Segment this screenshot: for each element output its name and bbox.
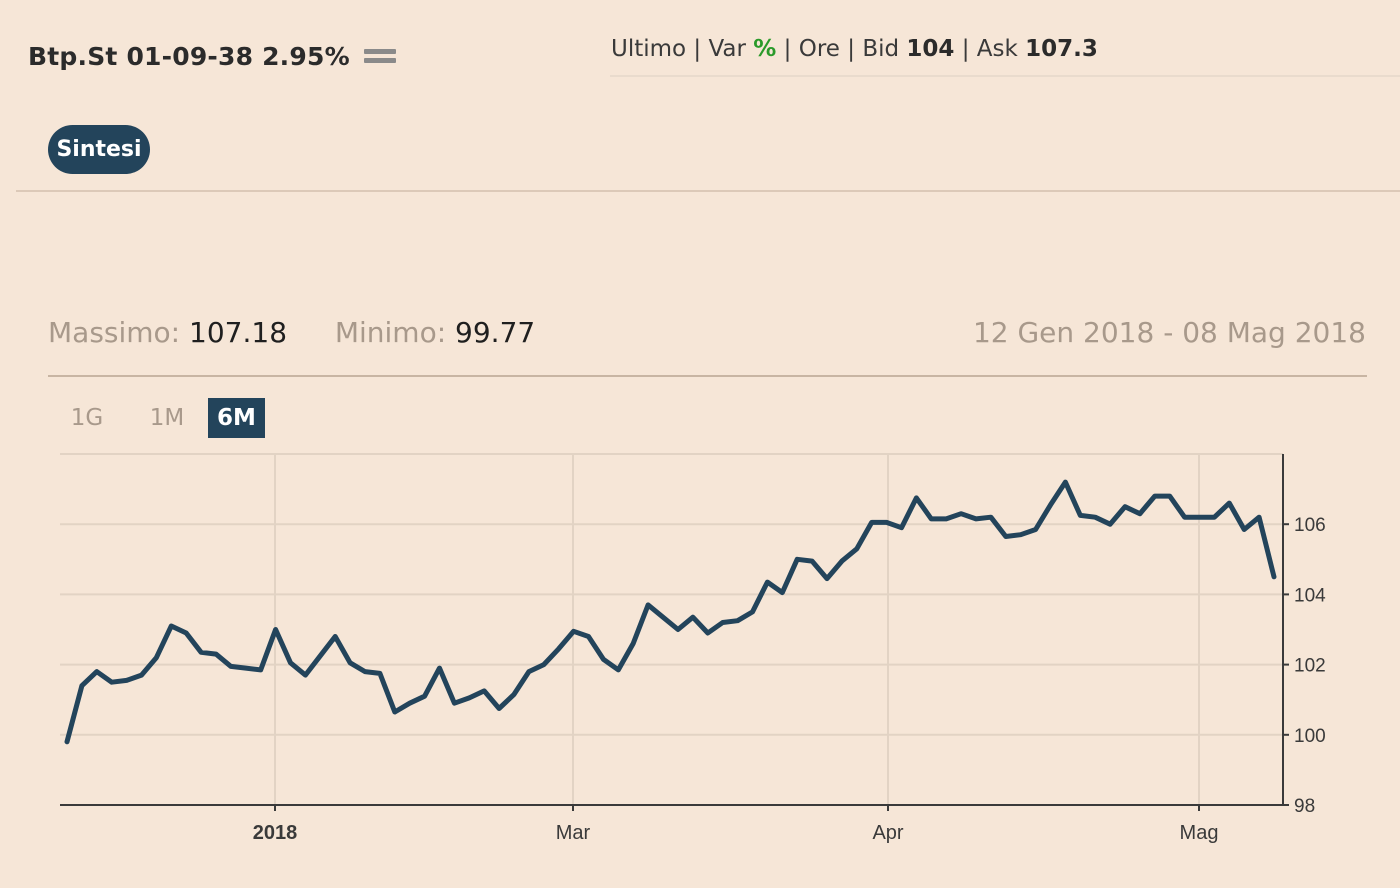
ask-label: Ask — [976, 36, 1018, 62]
x-tick-label: Apr — [872, 822, 903, 844]
y-tick-label: 100 — [1294, 726, 1326, 747]
price-chart: 98 100 102 104 106 2018 Mar Apr Mag — [60, 453, 1326, 844]
y-tick-label: 106 — [1294, 515, 1326, 536]
range-1m-button[interactable]: 1M — [149, 405, 185, 431]
min-label: Minimo: — [334, 316, 447, 349]
tab-sintesi[interactable]: Sintesi — [48, 125, 150, 174]
separator: | — [783, 36, 792, 62]
separator: | — [847, 36, 855, 62]
title-row: Btp.St 01-09-38 2.95% — [28, 36, 396, 76]
bid-value: 104 — [906, 36, 955, 62]
var-label: Var — [708, 36, 746, 62]
quote-bar: Ultimo | Var % | Ore | Bid 104 | Ask 107… — [611, 36, 1098, 62]
max-value: 107.18 — [189, 316, 288, 349]
stats-divider — [48, 375, 1367, 377]
x-tick-label: Mar — [556, 822, 591, 844]
price-line — [64, 479, 1277, 745]
var-percent-symbol: % — [753, 36, 777, 62]
quote-divider — [610, 75, 1400, 77]
ore-label: Ore — [798, 36, 840, 62]
page-title: Btp.St 01-09-38 2.95% — [28, 41, 350, 71]
stats-row: Massimo: 107.18 Minimo: 99.77 — [48, 316, 535, 349]
ultimo-label: Ultimo — [611, 36, 687, 62]
max-label: Massimo: — [48, 316, 181, 349]
range-6m-button[interactable]: 6M — [208, 398, 265, 438]
bid-label: Bid — [862, 36, 900, 62]
y-tick-label: 104 — [1294, 585, 1326, 606]
date-range: 12 Gen 2018 - 08 Mag 2018 — [972, 316, 1366, 349]
tabs-divider — [16, 190, 1400, 192]
min-value: 99.77 — [455, 316, 536, 349]
separator: | — [693, 36, 702, 62]
y-tick-label: 102 — [1294, 656, 1326, 677]
x-tick-label: Mag — [1180, 822, 1219, 844]
range-1g-button[interactable]: 1G — [70, 405, 104, 431]
ask-value: 107.3 — [1025, 36, 1098, 62]
hamburger-icon[interactable] — [363, 47, 396, 65]
y-tick-label: 98 — [1294, 796, 1315, 817]
separator: | — [961, 36, 970, 62]
x-tick-label: 2018 — [253, 822, 298, 844]
